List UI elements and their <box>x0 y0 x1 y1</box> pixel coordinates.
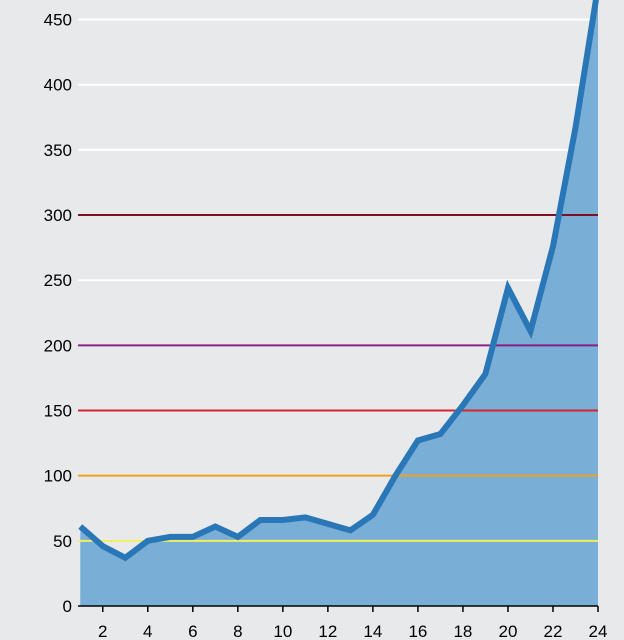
x-tick-label-2: 2 <box>98 622 107 640</box>
x-tick-label-20: 20 <box>498 622 517 640</box>
x-tick-label-22: 22 <box>544 622 563 640</box>
y-tick-label-350: 350 <box>44 141 72 160</box>
x-tick-label-12: 12 <box>318 622 337 640</box>
x-tick-label-10: 10 <box>273 622 292 640</box>
x-tick-label-6: 6 <box>188 622 197 640</box>
y-tick-label-50: 50 <box>53 532 72 551</box>
y-tick-label-300: 300 <box>44 206 72 225</box>
y-tick-label-400: 400 <box>44 76 72 95</box>
x-tick-label-16: 16 <box>408 622 427 640</box>
line-layer <box>78 0 599 562</box>
y-tick-label-100: 100 <box>44 467 72 486</box>
axes: 2 4 6 8 10 12 14 16 18 20 22 2405010015020025030035… <box>44 11 608 640</box>
x-tick-label-24: 24 <box>589 622 608 640</box>
y-tick-label-0: 0 <box>63 597 72 616</box>
x-tick-label-4: 4 <box>143 622 152 640</box>
x-tick-label-18: 18 <box>453 622 472 640</box>
series-line <box>78 0 599 562</box>
y-tick-label-150: 150 <box>44 402 72 421</box>
y-tick-label-200: 200 <box>44 336 72 355</box>
x-tick-label-8: 8 <box>233 622 242 640</box>
y-tick-label-250: 250 <box>44 271 72 290</box>
y-tick-label-450: 450 <box>44 11 72 30</box>
series-area <box>80 0 598 606</box>
area-layer <box>80 0 598 606</box>
x-tick-label-14: 14 <box>363 622 382 640</box>
